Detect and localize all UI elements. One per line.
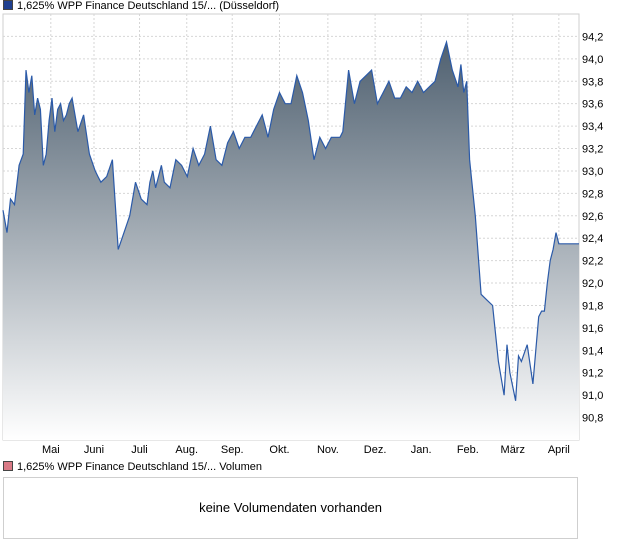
price-chart: 90,8 91,0 91,2 91,4 91,6 91,8 92,0 92,2 92,4 92,6… <box>2 13 603 456</box>
y-tick-label: 91,0 <box>582 390 603 402</box>
y-tick-label: 91,4 <box>582 345 603 357</box>
y-tick-label: 93,4 <box>582 121 603 133</box>
x-tick-label: Jan. <box>411 444 432 456</box>
x-tick-label: März <box>501 444 525 456</box>
x-tick-label: Aug. <box>175 444 198 456</box>
no-volume-message: keine Volumendaten vorhanden <box>199 500 382 515</box>
y-tick-label: 90,8 <box>582 413 603 425</box>
x-tick-label: Feb. <box>457 444 479 456</box>
volume-legend-label: 1,625% WPP Finance Deutschland 15/... Vo… <box>17 461 262 473</box>
y-tick-label: 94,0 <box>582 54 603 66</box>
y-tick-label: 92,2 <box>582 256 603 268</box>
x-tick-label: April <box>548 444 570 456</box>
x-tick-label: Okt. <box>269 444 289 456</box>
y-tick-label: 93,0 <box>582 166 603 178</box>
y-tick-label: 91,2 <box>582 368 603 380</box>
y-tick-label: 91,8 <box>582 300 603 312</box>
y-tick-label: 92,0 <box>582 278 603 290</box>
price-legend: 1,625% WPP Finance Deutschland 15/... (D… <box>3 0 279 14</box>
y-tick-label: 92,6 <box>582 211 603 223</box>
x-tick-label: Dez. <box>364 444 387 456</box>
x-tick-label: Juli <box>131 444 148 456</box>
y-tick-label: 93,6 <box>582 99 603 111</box>
price-line <box>2 39 579 401</box>
price-area-fill <box>3 42 579 440</box>
x-tick-label: Mai <box>42 444 60 456</box>
x-tick-label: Nov. <box>317 444 339 456</box>
y-tick-label: 93,8 <box>582 76 603 88</box>
y-tick-label: 91,6 <box>582 323 603 335</box>
y-tick-label: 93,2 <box>582 144 603 156</box>
x-tick-label: Sep. <box>221 444 244 456</box>
volume-legend-swatch <box>3 461 13 471</box>
y-tick-label: 92,4 <box>582 233 603 245</box>
price-legend-swatch <box>3 0 13 10</box>
y-tick-label: 92,8 <box>582 188 603 200</box>
x-tick-label: Juni <box>84 444 104 456</box>
y-tick-label: 94,2 <box>582 31 603 43</box>
volume-panel: keine Volumendaten vorhanden <box>3 477 578 539</box>
price-legend-label: 1,625% WPP Finance Deutschland 15/... (D… <box>17 0 280 12</box>
volume-legend: 1,625% WPP Finance Deutschland 15/... Vo… <box>3 461 262 475</box>
